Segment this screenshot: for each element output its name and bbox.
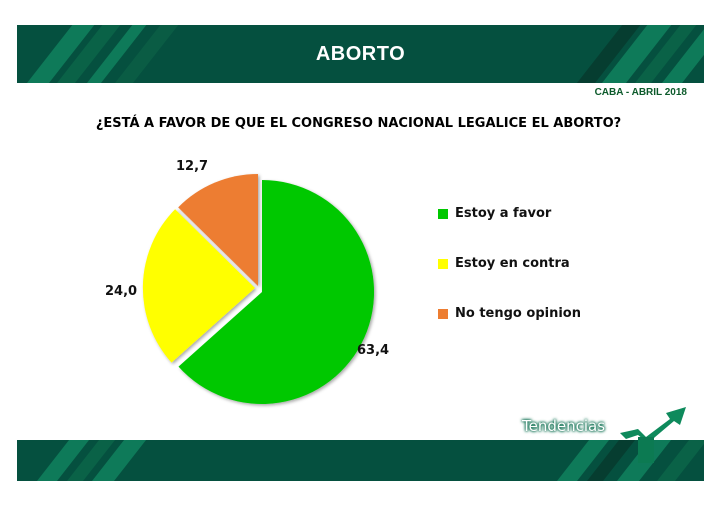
legend-swatch-orange	[438, 308, 448, 319]
tendencias-logo: Tendencias	[520, 403, 690, 463]
legend-item-contra: Estoy en contra	[438, 255, 581, 272]
chart-legend: Estoy a favor Estoy en contra No tengo o…	[438, 205, 581, 355]
logo-text: Tendencias	[522, 417, 606, 435]
legend-label: Estoy a favor	[455, 206, 552, 221]
chart-question: ¿ESTÁ A FAVOR DE QUE EL CONGRESO NACIONA…	[95, 116, 622, 131]
pie-slice-favor	[178, 179, 375, 404]
legend-label: Estoy en contra	[455, 256, 570, 271]
pie-slice-contra	[142, 209, 255, 363]
data-label-favor: 63,4	[357, 343, 390, 358]
legend-item-no-opinion: No tengo opinion	[438, 305, 581, 322]
footer-banner	[17, 440, 704, 481]
header-banner: ABORTO	[17, 25, 704, 83]
legend-swatch-green	[438, 208, 448, 219]
subtitle-location-date: CABA - ABRIL 2018	[594, 87, 687, 98]
legend-item-favor: Estoy a favor	[438, 205, 581, 222]
data-label-no-opinion: 12,7	[176, 159, 209, 174]
data-label-contra: 24,0	[105, 284, 138, 299]
pie-slice-no-opinion	[178, 174, 258, 286]
legend-label: No tengo opinion	[455, 306, 581, 321]
legend-swatch-yellow	[438, 258, 448, 269]
page-title: ABORTO	[315, 42, 406, 65]
trend-arrow-icon	[620, 407, 686, 463]
